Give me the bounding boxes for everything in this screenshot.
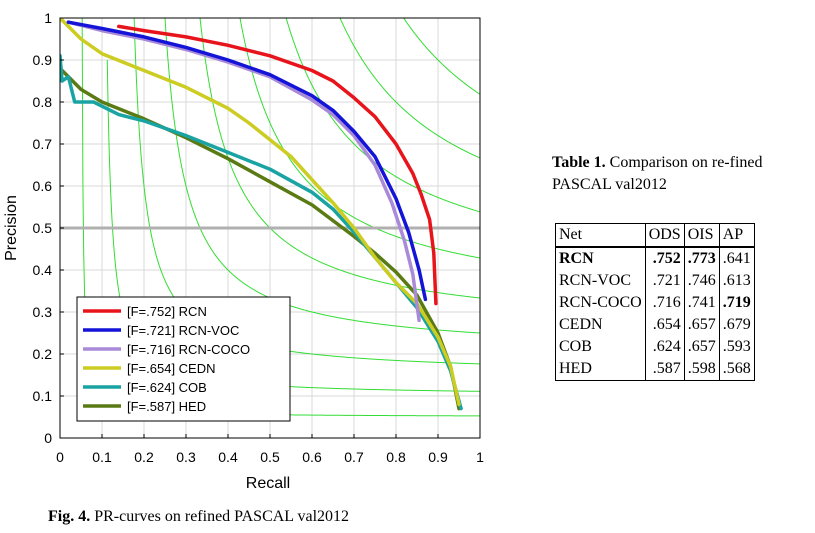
x-tick-label: 0.9 [428, 449, 448, 465]
series-line-cedn [60, 18, 461, 407]
x-tick-label: 0 [56, 449, 64, 465]
cell-ois: .773 [683, 246, 720, 270]
y-tick-label: 1 [44, 10, 52, 26]
cell-ods: .721 [644, 270, 685, 292]
y-tick-label: 0.4 [33, 262, 53, 278]
y-tick-label: 0.5 [33, 220, 53, 236]
x-tick-label: 0.6 [302, 449, 322, 465]
x-axis-label: Recall [246, 475, 290, 492]
y-axis-label: Precision [3, 195, 20, 261]
series-line-rcn [117, 24, 438, 306]
table-caption-label: Table 1. [552, 154, 606, 171]
x-tick-label: 0.5 [260, 449, 280, 465]
x-ticks: 0 0.1 0.2 0.3 0.4 0.5 0.6 0.7 0.8 0.9 1 [56, 434, 484, 465]
series-line-rcn-coco [66, 20, 421, 323]
table-caption: Table 1. Comparison on re-fined PASCAL v… [552, 152, 810, 196]
y-tick-label: 0 [44, 430, 52, 446]
header-net: Net [555, 223, 646, 248]
pr-curve-chart: 0 0.1 0.2 0.3 0.4 0.5 0.6 0.7 0.8 0.9 1 0 0.1 0.2 0.3… [3, 10, 484, 492]
iso-f-contour [199, 18, 480, 299]
cell-ap: .593 [718, 336, 755, 358]
cell-ois: .657 [683, 314, 720, 336]
legend-entry: [F=.752] RCN [127, 304, 207, 319]
legend: [F=.752] RCN [F=.721] RCN-VOC [F=.716] RCN… [76, 296, 291, 422]
cell-ods: .624 [644, 336, 685, 358]
legend-entry: [F=.624] COB [127, 380, 207, 395]
y-tick-label: 0.8 [33, 94, 53, 110]
legend-entry: [F=.587] HED [127, 399, 206, 414]
cell-ois: .598 [683, 358, 720, 381]
table-header-row: Net ODS OIS AP [555, 223, 755, 248]
y-tick-label: 0.1 [33, 388, 53, 404]
legend-box [76, 296, 291, 422]
cell-ap: .719 [718, 292, 755, 314]
table-row: COB .624 .657 .593 [555, 336, 755, 358]
cell-ap: .568 [718, 358, 755, 381]
cell-ods: .716 [644, 292, 685, 314]
header-ap: AP [718, 223, 755, 248]
x-tick-label: 0.2 [134, 449, 154, 465]
legend-entry: [F=.654] CEDN [127, 361, 216, 376]
table-row: RCN-COCO .716 .741 .719 [555, 292, 755, 314]
table-row: RCN-VOC .721 .746 .613 [555, 270, 755, 292]
cell-ap: .613 [718, 270, 755, 292]
series-line-rcn-voc [66, 20, 428, 302]
header-ois: OIS [683, 223, 720, 248]
cell-net: HED [555, 358, 646, 381]
y-tick-label: 0.9 [33, 52, 53, 68]
table-row: RCN .752 .773 .641 [555, 246, 755, 270]
iso-f-contour [239, 18, 480, 259]
table-caption-text: Comparison on re-fined PASCAL val2012 [552, 154, 763, 193]
figure-caption: Fig. 4. PR-curves on refined PASCAL val2… [48, 508, 349, 526]
cell-ois: .657 [683, 336, 720, 358]
x-tick-label: 0.4 [218, 449, 238, 465]
cell-ods: .587 [644, 358, 685, 381]
cell-net: RCN-VOC [555, 270, 646, 292]
x-tick-label: 0.3 [176, 449, 196, 465]
x-tick-label: 0.7 [344, 449, 364, 465]
y-tick-label: 0.6 [33, 178, 53, 194]
y-ticks: 0 0.1 0.2 0.3 0.4 0.5 0.6 0.7 0.8 0.9 1 [33, 10, 64, 446]
cell-ois: .746 [683, 270, 720, 292]
x-tick-label: 0.1 [92, 449, 112, 465]
figure-caption-label: Fig. 4. [48, 508, 91, 525]
cell-net: CEDN [555, 314, 646, 336]
cell-ods: .752 [644, 246, 685, 270]
table-row: CEDN .654 .657 .679 [555, 314, 755, 336]
iso-f-contour [403, 18, 480, 95]
x-tick-label: 0.8 [386, 449, 406, 465]
y-tick-label: 0.2 [33, 346, 53, 362]
cell-ois: .741 [683, 292, 720, 314]
y-tick-label: 0.7 [33, 136, 53, 152]
legend-entry: [F=.721] RCN-VOC [127, 323, 239, 338]
header-ods: ODS [644, 223, 685, 248]
cell-ap: .641 [718, 246, 755, 270]
table-row: HED .587 .598 .568 [555, 358, 755, 381]
figure-caption-text: PR-curves on refined PASCAL val2012 [90, 508, 350, 525]
series-line-hed [60, 66, 461, 411]
iso-f-contour [339, 18, 480, 159]
results-table: Net ODS OIS AP RCN .752 .773 .641 RCN-VO… [555, 223, 755, 381]
series-lines [60, 18, 463, 411]
cell-ap: .679 [718, 314, 755, 336]
cell-net: COB [555, 336, 646, 358]
cell-net: RCN [555, 246, 646, 270]
legend-entry: [F=.716] RCN-COCO [127, 342, 250, 357]
cell-ods: .654 [644, 314, 685, 336]
y-tick-label: 0.3 [33, 304, 53, 320]
cell-net: RCN-COCO [555, 292, 646, 314]
iso-f-contour [164, 18, 480, 334]
x-tick-label: 1 [476, 449, 484, 465]
